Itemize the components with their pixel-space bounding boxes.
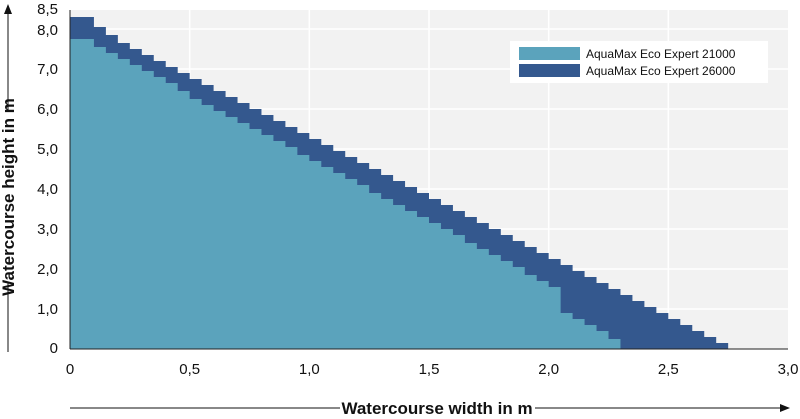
x-axis-title-group: Watercourse width in m	[70, 398, 790, 418]
y-tick-label-9: 8,5	[37, 1, 58, 18]
legend-swatch-21000	[519, 47, 580, 60]
y-tick-label-3: 3,0	[37, 221, 58, 238]
x-tick-label-1: 0,5	[179, 361, 200, 378]
x-axis-title: Watercourse width in m	[341, 399, 532, 418]
y-tick-label-0: 0	[50, 340, 58, 357]
x-tick-label-4: 2,0	[538, 361, 559, 378]
area-series-0	[70, 39, 621, 349]
axes	[69, 10, 788, 350]
x-tick-label-5: 2,5	[658, 361, 679, 378]
x-tick-label-0: 0	[66, 361, 74, 378]
y-tick-labels: 0 1,0 2,0 3,0 4,0 5,0 6,0 7,0 8,0 8,5	[37, 1, 58, 357]
legend-label-21000: AquaMax Eco Expert 21000	[586, 47, 736, 61]
y-tick-label-5: 5,0	[37, 141, 58, 158]
y-axis-title: Watercourse height in m	[0, 98, 18, 296]
x-axis-title-bg	[340, 398, 535, 418]
y-axis-title-bg	[0, 112, 17, 282]
y-tick-label-1: 1,0	[37, 301, 58, 318]
legend: AquaMax Eco Expert 21000 AquaMax Eco Exp…	[510, 41, 768, 83]
y-tick-label-4: 4,0	[37, 181, 58, 198]
legend-swatch-26000	[519, 64, 580, 77]
x-tick-label-6: 3,0	[778, 361, 799, 378]
y-tick-label-2: 2,0	[37, 261, 58, 278]
y-tick-label-7: 7,0	[37, 61, 58, 78]
y-axis-title-group: Watercourse height in m	[0, 4, 18, 352]
area-series	[70, 17, 729, 349]
x-tick-label-2: 1,0	[299, 361, 320, 378]
x-axis-arrow-head	[780, 404, 790, 412]
legend-label-26000: AquaMax Eco Expert 26000	[586, 64, 736, 78]
x-tick-label-3: 1,5	[419, 361, 440, 378]
x-tick-labels: 0 0,5 1,0 1,5 2,0 2,5 3,0	[66, 361, 799, 378]
y-tick-label-8: 8,0	[37, 22, 58, 39]
y-axis-arrow-head	[4, 4, 12, 14]
y-tick-label-6: 6,0	[37, 101, 58, 118]
